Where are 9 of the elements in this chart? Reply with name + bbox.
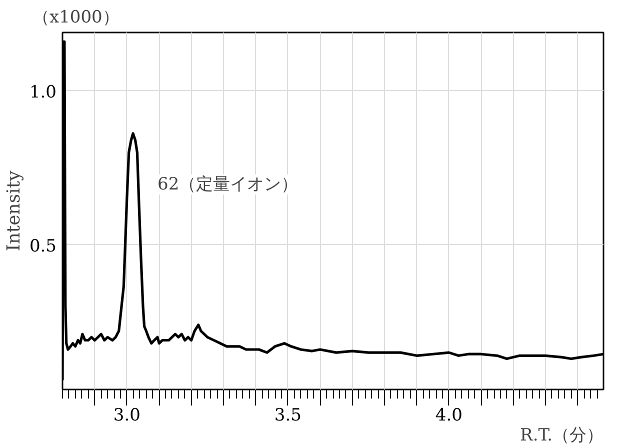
y-tick-label: 1.0 — [29, 82, 57, 102]
x-axis-title: R.T.（分） — [520, 426, 604, 445]
y-axis-title: Intensity — [3, 170, 24, 252]
y-tick-label: 0.5 — [29, 236, 57, 256]
annotation: 62（定量イオン） — [158, 174, 298, 194]
x-tick-label: 4.0 — [435, 406, 462, 426]
x-tick-label: 3.0 — [113, 406, 140, 426]
x-tick-label: 3.5 — [274, 406, 302, 426]
text: （x1000） — [32, 8, 120, 28]
